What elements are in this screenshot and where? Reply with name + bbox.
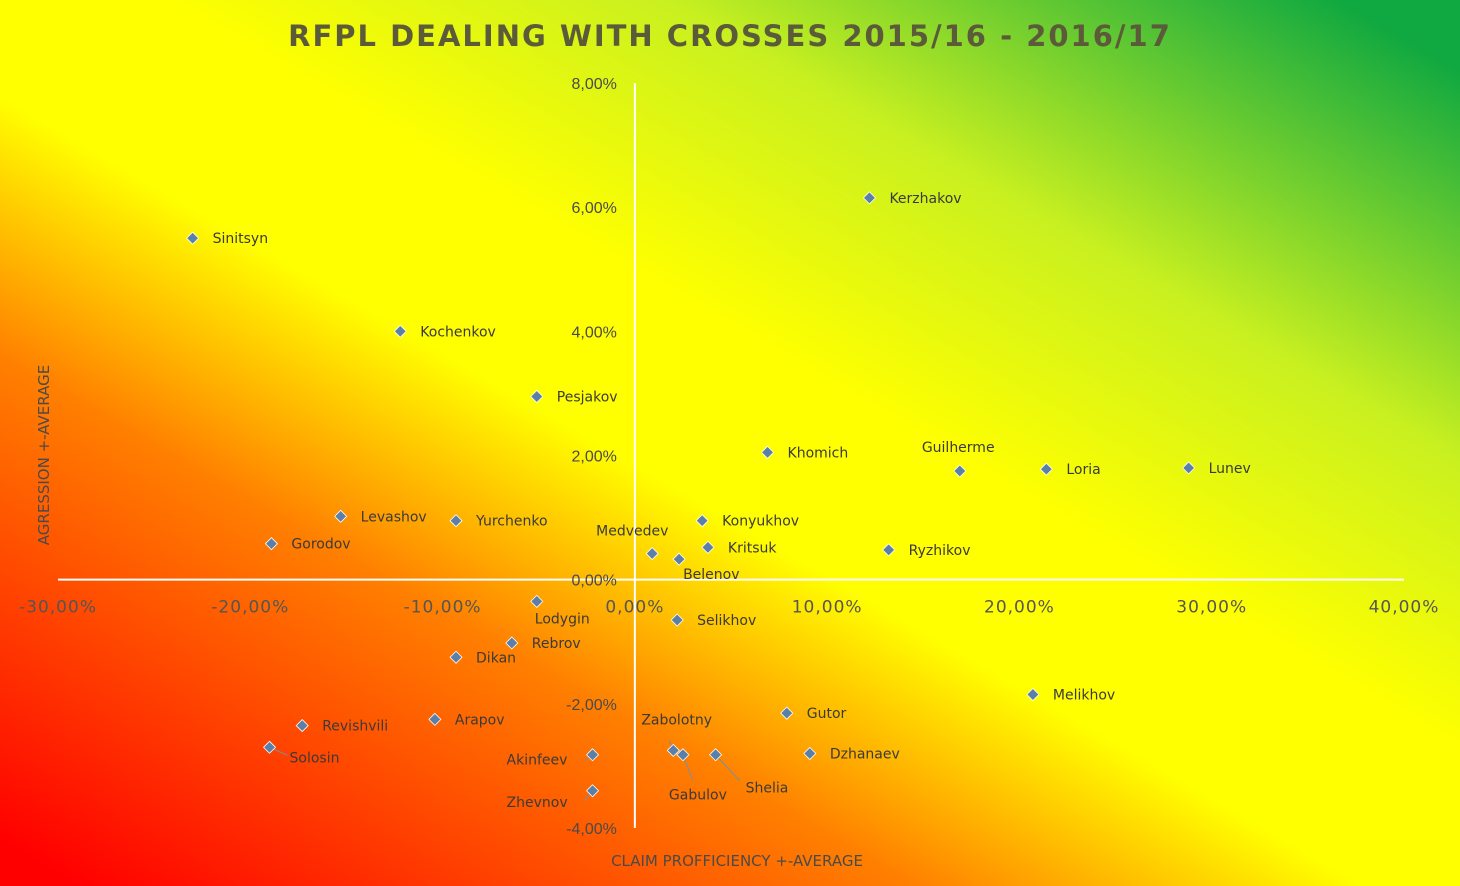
data-point-label: Khomich (788, 445, 849, 461)
data-point-label: Medvedev (596, 524, 668, 540)
x-tick-label: 10,00% (792, 598, 863, 618)
data-point-label: Ryzhikov (909, 543, 971, 559)
data-point-marker (1182, 461, 1196, 475)
data-point-marker (672, 552, 686, 566)
axes (58, 83, 1404, 828)
data-point-label: Kerzhakov (889, 191, 961, 207)
data-point-label: Arapov (455, 712, 505, 728)
data-point-label: Pesjakov (557, 390, 618, 406)
data-points: Sinitsyn Kochenkov Pesjakov Kerzhakov Khomic… (186, 191, 1251, 811)
data-point-label: Levashov (361, 509, 427, 525)
data-point-marker (585, 748, 600, 762)
y-tick-label: 6,00% (571, 200, 616, 217)
x-tick-label: -10,00% (404, 598, 482, 618)
data-point-label: Sinitsyn (213, 231, 268, 247)
x-tick-labels: -30,00% -20,00% -10,00% 0,00% 10,00% 20,00% 30… (19, 598, 1440, 618)
data-point-marker (670, 613, 684, 627)
data-point-label: Gorodov (291, 537, 350, 553)
x-axis-label: CLAIM PROFFICIENCY +-AVERAGE (611, 852, 863, 870)
data-point-marker (695, 514, 709, 528)
x-tick-label: -30,00% (19, 598, 97, 618)
data-point-marker (264, 537, 279, 551)
data-point-marker (505, 636, 519, 650)
data-point-label: Lodygin (535, 611, 590, 627)
data-point-marker (676, 748, 690, 762)
data-point-marker (666, 743, 680, 757)
y-tick-labels: -4,00% -2,00% 0,00% 2,00% 4,00% 6,00% 8,00% (566, 76, 617, 838)
data-point-label: Yurchenko (475, 514, 548, 530)
y-tick-label: 4,00% (571, 324, 616, 341)
x-tick-label: 0,00% (605, 598, 664, 618)
data-point-label: Loria (1066, 462, 1100, 478)
data-point-marker (1026, 687, 1040, 702)
y-tick-label: 8,00% (571, 76, 616, 93)
y-tick-label: -4,00% (566, 821, 617, 838)
data-point-marker (393, 324, 407, 338)
data-point-marker (803, 746, 817, 761)
y-tick-label: -2,00% (566, 697, 617, 714)
data-point-marker (701, 540, 715, 554)
data-point-marker (862, 191, 877, 205)
x-tick-label: 20,00% (984, 598, 1055, 618)
data-point-label: Zabolotny (641, 712, 712, 728)
x-tick-label: 40,00% (1369, 598, 1440, 618)
data-point-label: Gabulov (669, 788, 727, 804)
data-point-marker (953, 464, 967, 478)
data-point-label: Selikhov (697, 613, 756, 629)
data-point-marker (295, 718, 309, 733)
data-point-marker (645, 547, 659, 561)
y-tick-label: 2,00% (571, 449, 616, 466)
data-point-label: Kochenkov (420, 324, 496, 340)
data-point-label: Melikhov (1053, 688, 1115, 704)
data-point-marker (882, 543, 896, 557)
data-point-label: Akinfeev (507, 753, 568, 769)
y-axis-label: AGRESSION +-AVERAGE (35, 365, 53, 545)
chart-title: RFPL DEALING WITH CROSSES 2015/16 - 2016… (288, 19, 1172, 53)
x-tick-label: 30,00% (1176, 598, 1247, 618)
data-point-marker (334, 509, 348, 523)
data-point-marker (428, 712, 442, 726)
data-point-marker (262, 740, 277, 754)
data-point-marker (449, 514, 463, 528)
data-point-label: Gutor (807, 706, 847, 722)
data-point-marker (760, 445, 775, 459)
data-point-marker (780, 706, 794, 720)
data-point-marker (709, 748, 723, 762)
data-point-marker (1039, 462, 1053, 476)
data-point-marker (186, 231, 200, 245)
data-point-label: Rebrov (532, 636, 581, 652)
x-tick-label: -20,00% (211, 598, 289, 618)
point-leader-line (715, 754, 740, 782)
data-point-label: Belenov (683, 567, 739, 583)
data-point-label: Kritsuk (728, 540, 777, 556)
data-point-label: Konyukhov (722, 514, 799, 530)
y-tick-label: 0,00% (571, 573, 616, 590)
data-point-label: Shelia (746, 781, 789, 797)
data-point-label: Guilherme (922, 440, 995, 456)
data-point-label: Dikan (476, 650, 516, 666)
data-point-marker (530, 594, 544, 608)
data-point-marker (530, 389, 544, 404)
data-point-label: Zhevnov (507, 795, 568, 811)
data-point-label: Dzhanaev (830, 747, 900, 763)
data-point-label: Solosin (290, 750, 340, 766)
data-point-label: Revishvili (322, 719, 388, 735)
data-point-marker (585, 784, 600, 798)
data-point-marker (449, 650, 463, 664)
data-point-label: Lunev (1209, 461, 1251, 477)
